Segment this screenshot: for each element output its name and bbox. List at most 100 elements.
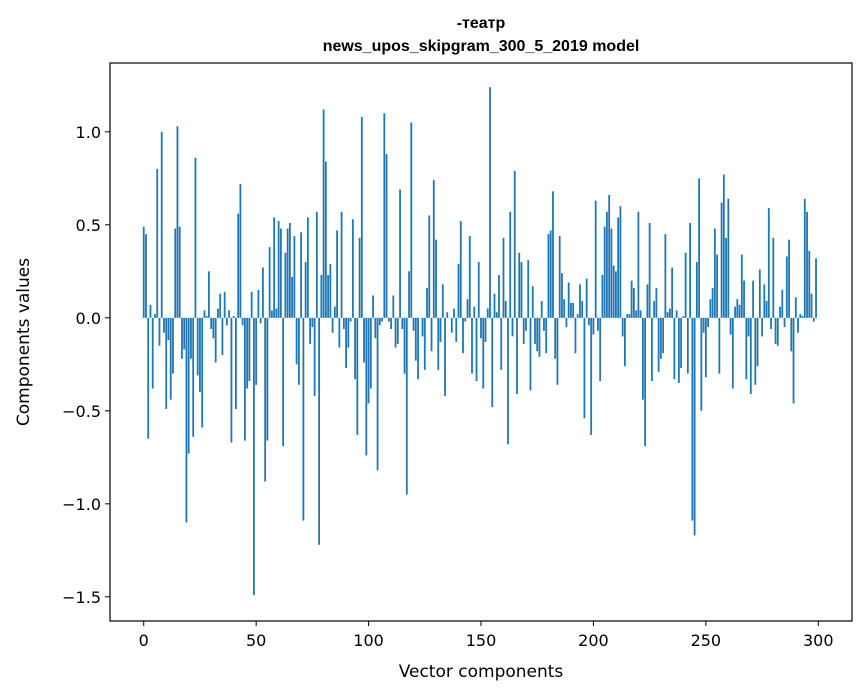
bar-122: [417, 317, 419, 380]
bar-212: [619, 206, 622, 318]
bar-129: [432, 180, 435, 318]
bar-238: [677, 317, 680, 383]
bar-51: [257, 289, 260, 318]
bar-142: [462, 317, 464, 354]
bar-71: [302, 317, 305, 521]
bar-297: [810, 293, 813, 318]
bar-101: [369, 317, 372, 389]
bar-52: [259, 317, 262, 324]
bar-85: [333, 306, 336, 318]
bar-65: [288, 222, 291, 318]
bar-27: [203, 310, 206, 318]
bar-5: [154, 314, 156, 318]
bar-295: [806, 211, 808, 318]
bar-151: [482, 317, 485, 389]
bar-176: [538, 317, 541, 357]
bar-241: [684, 252, 687, 318]
bar-67: [293, 235, 296, 318]
bar-247: [698, 178, 701, 318]
bar-167: [518, 252, 521, 318]
y-tick-label-5: −1.5: [62, 588, 101, 607]
bar-166: [516, 317, 518, 395]
bar-103: [374, 317, 377, 339]
bar-169: [522, 317, 525, 344]
bar-294: [803, 198, 806, 318]
plot-area-frame: [109, 62, 853, 622]
bar-18: [183, 317, 186, 350]
bar-233: [666, 312, 669, 318]
bar-242: [686, 317, 689, 374]
bar-133: [441, 284, 444, 318]
bar-9: [163, 317, 165, 333]
bar-87: [338, 317, 341, 348]
bar-178: [543, 317, 545, 331]
bar-148: [475, 317, 478, 382]
bar-12: [169, 317, 172, 400]
bar-270: [749, 317, 752, 395]
bar-118: [408, 271, 410, 318]
bar-236: [673, 317, 676, 380]
bar-88: [340, 211, 343, 318]
bar-198: [588, 317, 590, 326]
bar-25: [199, 317, 201, 393]
bar-31: [212, 317, 215, 339]
bar-78: [318, 317, 321, 545]
bar-143: [464, 317, 467, 322]
bar-298: [812, 317, 815, 322]
y-tick-label-3: −0.5: [62, 402, 101, 421]
bar-22: [192, 317, 195, 437]
bar-228: [655, 288, 658, 318]
bar-245: [693, 317, 696, 536]
bar-157: [495, 312, 498, 318]
bar-159: [500, 317, 503, 370]
bar-181: [549, 230, 552, 318]
bar-226: [650, 317, 653, 382]
bar-223: [644, 317, 647, 447]
bar-0: [142, 226, 145, 318]
bar-262: [731, 317, 734, 389]
bar-79: [320, 275, 323, 318]
bar-160: [502, 237, 505, 318]
bar-161: [504, 301, 507, 318]
bar-267: [743, 280, 745, 318]
bar-207: [608, 195, 611, 318]
bar-114: [399, 189, 401, 318]
x-tick-label-300: 300: [803, 631, 834, 650]
bar-17: [181, 317, 183, 359]
bar-234: [668, 308, 671, 318]
bar-24: [196, 317, 199, 376]
bar-47: [248, 317, 251, 382]
x-tick-label-0: 0: [139, 631, 149, 650]
bar-282: [776, 317, 779, 346]
bar-139: [455, 317, 458, 342]
bar-291: [797, 317, 799, 333]
bar-126: [426, 288, 428, 318]
bar-248: [700, 317, 703, 411]
bar-239: [680, 317, 683, 369]
bar-13: [172, 317, 174, 374]
bar-124: [421, 317, 424, 337]
bar-138: [453, 308, 455, 318]
bar-77: [315, 211, 318, 318]
bar-36: [223, 291, 226, 318]
bar-43: [239, 183, 242, 318]
bar-34: [219, 293, 222, 318]
bar-251: [707, 317, 709, 328]
y-ticks-group: 1.0 0.5 0.0 −0.5 −1.0 −1.5: [62, 123, 110, 607]
bar-288: [790, 317, 793, 352]
y-tick-label-0: 1.0: [76, 123, 101, 142]
bar-1: [145, 234, 147, 318]
x-tick-label-200: 200: [578, 631, 609, 650]
bar-235: [671, 267, 674, 318]
bar-110: [390, 317, 392, 329]
bar-76: [313, 317, 316, 396]
bar-197: [585, 278, 588, 318]
bar-273: [756, 317, 759, 367]
bar-192: [574, 317, 577, 354]
bar-94: [354, 317, 356, 380]
bar-46: [246, 317, 249, 389]
bar-190: [570, 302, 572, 318]
bar-32: [214, 317, 217, 363]
